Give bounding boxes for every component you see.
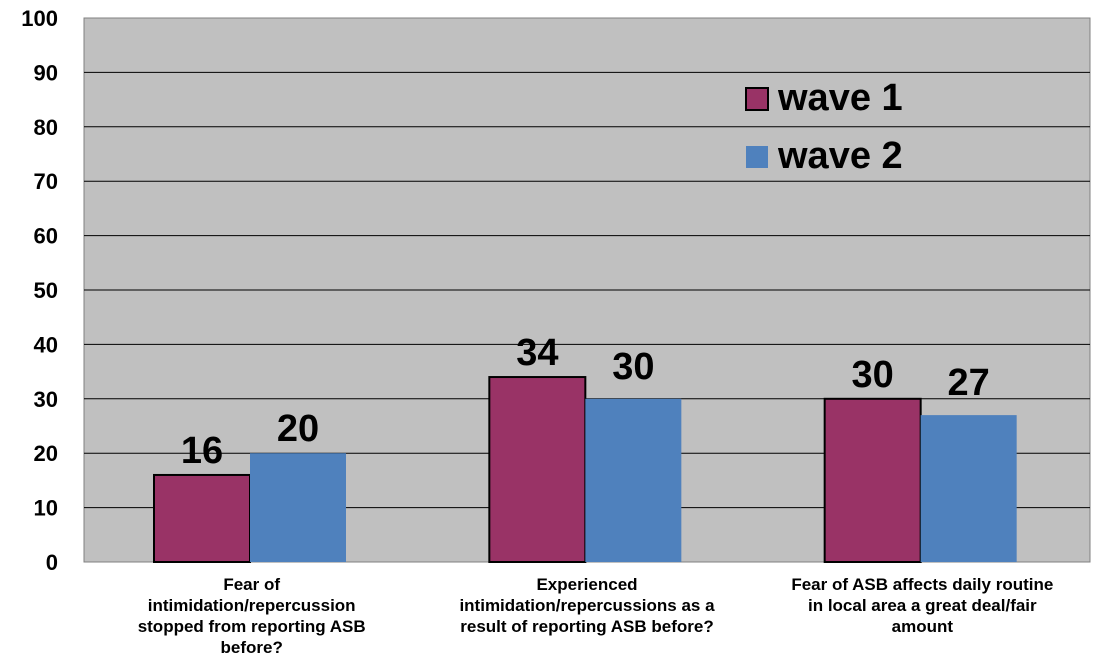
x-category-line: result of reporting ASB before? <box>460 617 713 636</box>
legend: wave 1 wave 2 <box>745 77 903 177</box>
y-tick-label: 30 <box>34 387 58 412</box>
y-tick-label: 40 <box>34 332 58 357</box>
bar <box>153 473 251 563</box>
x-category-line: Experienced <box>536 575 637 594</box>
legend-entry: wave 1 <box>777 77 903 119</box>
data-label: 20 <box>277 408 319 450</box>
y-tick-label: 10 <box>34 496 58 521</box>
data-labels: 16 20 34 30 30 27 <box>181 332 990 472</box>
x-category-label: Fear of ASB affects daily routine in loca… <box>791 575 1053 636</box>
y-tick-label: 90 <box>34 60 58 85</box>
y-tick-label: 0 <box>46 550 58 575</box>
data-label: 30 <box>852 354 894 396</box>
y-tick-label: 50 <box>34 278 58 303</box>
legend-entry: wave 2 <box>777 135 903 177</box>
x-category-line: before? <box>220 638 282 657</box>
x-axis: Fear of intimidation/repercussion stopped … <box>138 575 1054 657</box>
bar <box>920 415 1017 562</box>
x-category-line: Fear of <box>223 575 280 594</box>
x-category-line: amount <box>892 617 954 636</box>
legend-swatch <box>745 87 769 111</box>
data-label: 34 <box>516 332 558 374</box>
x-category-line: Fear of ASB affects daily routine <box>791 575 1053 594</box>
data-label: 27 <box>948 362 990 404</box>
x-category-label: Experienced intimidation/repercussions as… <box>459 575 715 636</box>
y-axis: 0 10 20 30 40 50 60 70 80 90 100 <box>21 6 58 575</box>
y-tick-label: 20 <box>34 441 58 466</box>
x-category-line: intimidation/repercussion <box>148 596 356 615</box>
y-tick-label: 100 <box>21 6 58 31</box>
y-tick-label: 80 <box>34 115 58 140</box>
bar <box>823 397 922 563</box>
bar <box>585 398 682 562</box>
y-tick-label: 60 <box>34 224 58 249</box>
y-tick-label: 70 <box>34 169 58 194</box>
x-category-line: stopped from reporting ASB <box>138 617 366 636</box>
legend-swatch <box>746 146 768 168</box>
bar <box>250 453 346 562</box>
bars <box>153 376 1017 564</box>
x-category-label: Fear of intimidation/repercussion stopped … <box>138 575 366 657</box>
data-label: 30 <box>612 346 654 388</box>
x-category-line: intimidation/repercussions as a <box>459 596 715 615</box>
data-label: 16 <box>181 430 223 472</box>
x-category-line: in local area a great deal/fair <box>808 596 1037 615</box>
bar <box>488 376 587 564</box>
